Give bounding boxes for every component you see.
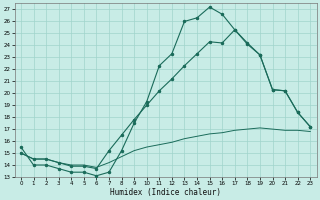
X-axis label: Humidex (Indice chaleur): Humidex (Indice chaleur) [110, 188, 221, 197]
